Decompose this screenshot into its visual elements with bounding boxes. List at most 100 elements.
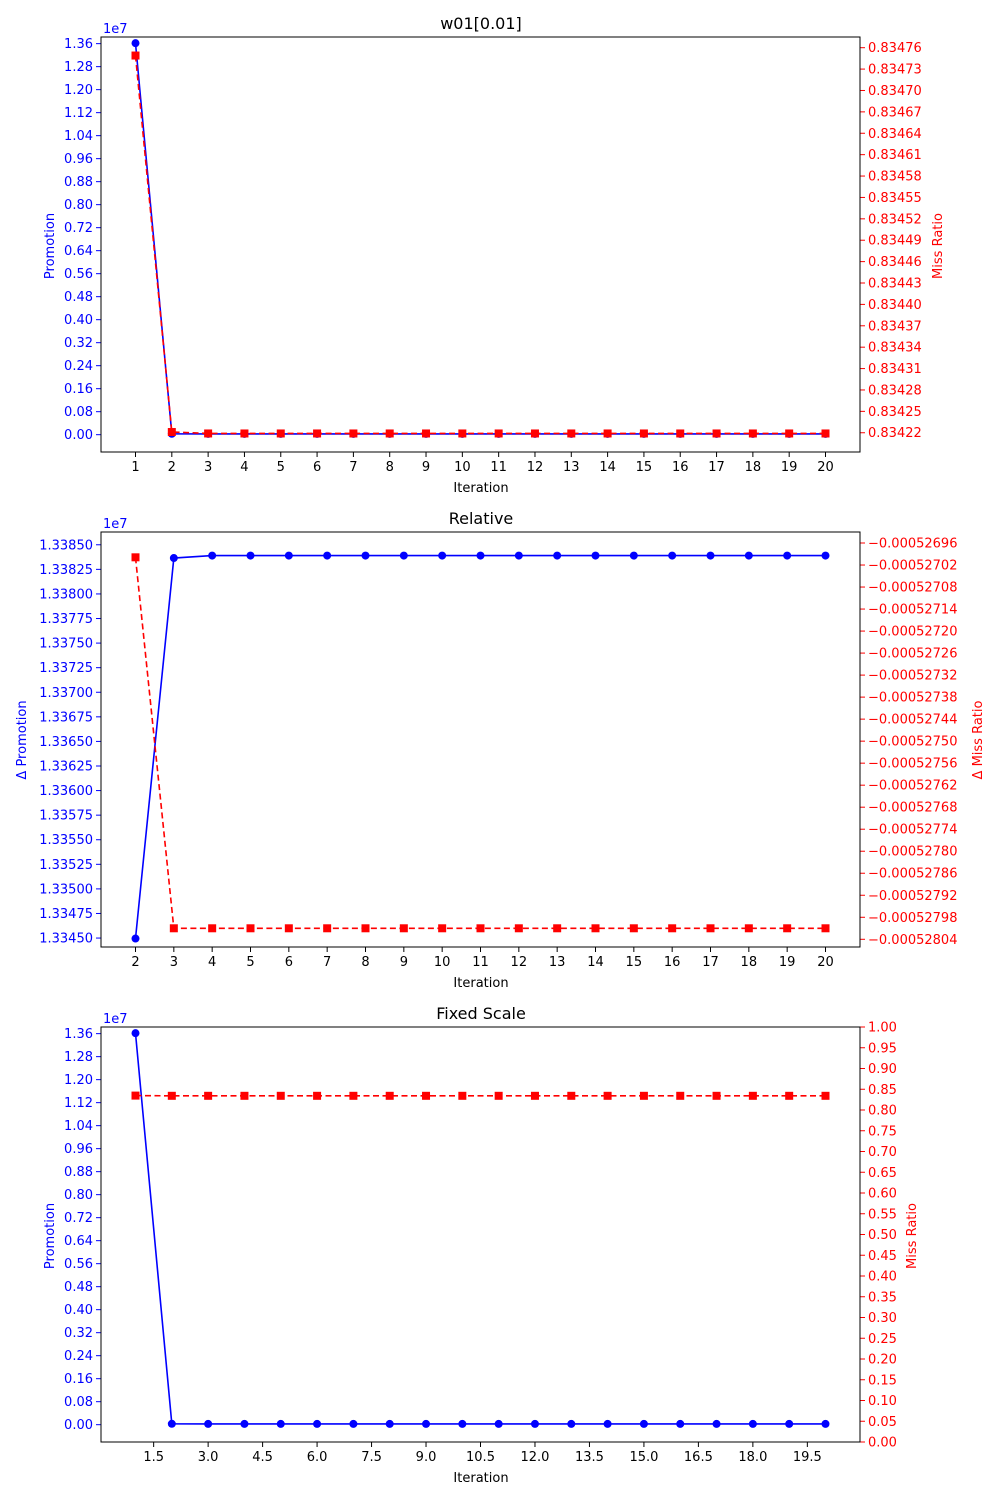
right-y-tick-label: 0.20 [868,1353,897,1368]
x-tick-label: 12 [511,955,528,970]
left-y-tick-label: 1.33800 [39,587,93,602]
data-point [821,429,830,438]
right-y-tick-label: −0.00052792 [868,889,957,904]
right-y-tick-label: 0.83443 [868,277,922,292]
left-offset-label: 1e7 [103,22,128,37]
data-point [240,1419,249,1428]
left-y-tick-label: 1.33625 [39,759,93,774]
data-point [676,1091,685,1100]
left-y-tick-label: 0.00 [64,428,93,443]
right-y-tick-label: 0.83470 [868,84,922,99]
data-point [323,551,332,560]
x-tick-label: 6 [313,460,321,475]
right-y-tick-label: 0.35 [868,1290,897,1305]
left-y-tick-label: 1.33500 [39,882,93,897]
left-y-tick-label: 0.80 [64,198,93,213]
data-point [131,1029,140,1038]
data-point [131,1091,140,1100]
right-y-tick-label: −0.00052696 [868,537,957,552]
right-y-tick-label: 0.10 [868,1394,897,1409]
data-point [349,1091,358,1100]
right-y-tick-label: −0.00052750 [868,735,957,750]
chart-title: Relative [449,509,514,528]
y-axis-label-right: Δ Miss Ratio [971,701,986,780]
data-point [783,551,792,560]
data-point [240,429,249,438]
data-point [744,924,753,933]
data-point [385,1091,394,1100]
left-y-tick-label: 1.33700 [39,686,93,701]
left-y-tick-label: 1.33675 [39,710,93,725]
data-point [204,1091,213,1100]
y-axis-label-left: Promotion [43,1203,58,1269]
y-axis-label-right: Miss Ratio [931,213,946,279]
right-y-tick-label: 0.83446 [868,255,922,270]
data-point [530,429,539,438]
data-point [668,551,677,560]
right-y-tick-label: −0.00052780 [868,845,957,860]
right-y-tick-label: 0.83440 [868,298,922,313]
right-y-tick-label: 0.70 [868,1145,897,1160]
right-y-tick-label: 0.60 [868,1187,897,1202]
data-point [276,1091,285,1100]
right-y-tick-label: −0.00052744 [868,713,957,728]
left-y-tick-label: 1.33600 [39,784,93,799]
left-y-tick-label: 1.33775 [39,612,93,627]
x-tick-label: 7 [323,955,331,970]
left-y-tick-label: 1.04 [64,1119,93,1134]
data-point [591,924,600,933]
x-tick-label: 8 [361,955,369,970]
data-point [284,924,293,933]
data-point [639,1419,648,1428]
data-point [748,1419,757,1428]
x-tick-label: 11 [472,955,489,970]
data-point [553,551,562,560]
data-point [458,1419,467,1428]
right-y-tick-label: −0.00052720 [868,625,957,640]
x-tick-label: 17 [702,955,719,970]
data-point [349,1419,358,1428]
x-tick-label: 6 [285,955,293,970]
x-tick-label: 9 [422,460,430,475]
left-offset-label: 1e7 [103,1012,128,1027]
data-point [169,554,178,563]
data-point [712,1091,721,1100]
right-y-tick-label: 0.80 [868,1104,897,1119]
data-point [744,551,753,560]
data-point [639,1091,648,1100]
data-point [567,1419,576,1428]
chart-title: w01[0.01] [440,14,522,33]
right-y-tick-label: 0.50 [868,1228,897,1243]
x-tick-label: 14 [587,955,604,970]
right-y-tick-label: −0.00052774 [868,823,957,838]
left-y-tick-label: 1.36 [64,37,93,52]
right-y-tick-label: −0.00052798 [868,911,957,926]
left-y-tick-label: 0.56 [64,267,93,282]
x-axis-label: Iteration [453,976,508,991]
x-tick-label: 13.5 [575,1450,604,1465]
data-point [676,1419,685,1428]
data-point [276,1419,285,1428]
x-tick-label: 2 [131,955,139,970]
x-tick-label: 1 [131,460,139,475]
x-tick-label: 16 [672,460,689,475]
x-tick-label: 1.5 [143,1450,164,1465]
right-y-tick-label: 0.65 [868,1166,897,1181]
right-y-tick-label: 0.83467 [868,105,922,120]
left-y-tick-label: 1.33525 [39,858,93,873]
x-tick-label: 18 [741,955,758,970]
chart-panel-3: Fixed Scale 1e7 Iteration Promotion Miss… [43,1004,920,1486]
x-tick-label: 18.0 [738,1450,767,1465]
x-tick-label: 10 [434,955,451,970]
data-point [706,924,715,933]
data-point [603,1419,612,1428]
right-y-tick-label: −0.00052756 [868,757,957,772]
right-y-tick-label: 0.83455 [868,191,922,206]
x-tick-label: 6.0 [307,1450,328,1465]
x-tick-label: 19.5 [793,1450,822,1465]
right-y-tick-label: 0.75 [868,1124,897,1139]
plot-frame [100,1026,861,1443]
x-tick-label: 19 [781,460,798,475]
data-point [821,1419,830,1428]
data-point [748,429,757,438]
